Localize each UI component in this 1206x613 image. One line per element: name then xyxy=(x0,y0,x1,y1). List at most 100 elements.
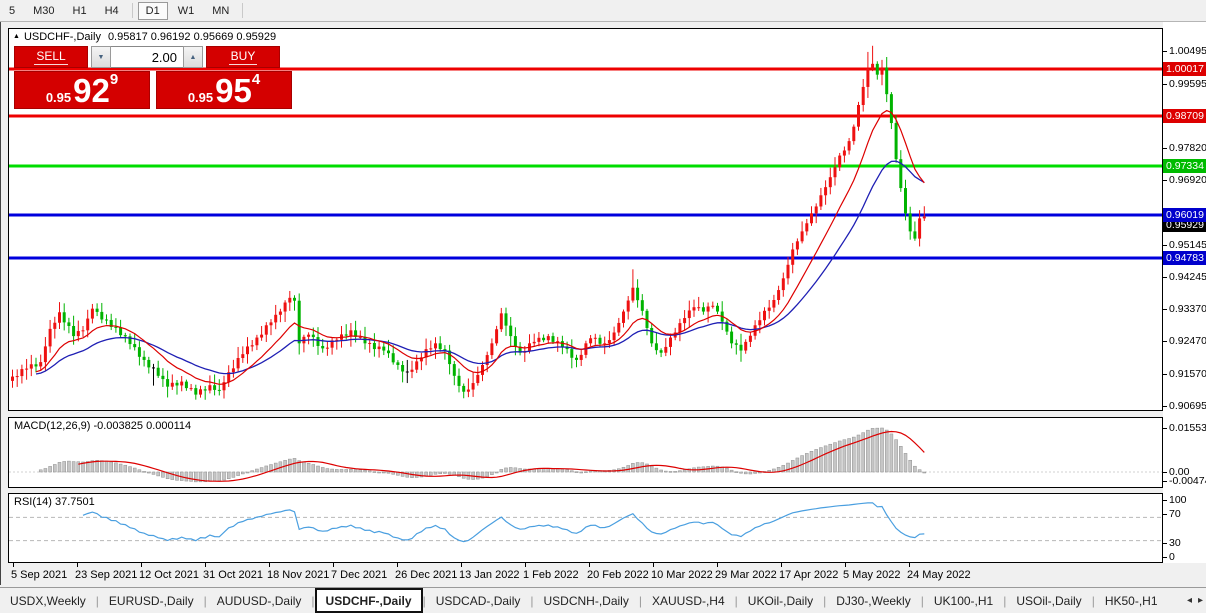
tab-separator: | xyxy=(311,593,315,608)
symbol-tab-hk50[interactable]: HK50-,H1 xyxy=(1104,593,1158,608)
date-tick-label: 23 Sep 2021 xyxy=(75,569,138,581)
rsi-tick-label: 70 xyxy=(1169,508,1181,520)
date-tick-label: 31 Oct 2021 xyxy=(203,569,263,581)
tab-separator: | xyxy=(530,593,534,608)
date-tick-label: 12 Oct 2021 xyxy=(139,569,199,581)
price-tick-label: 0.91570 xyxy=(1169,368,1206,380)
timeframe-button-d1[interactable]: D1 xyxy=(137,1,168,20)
timeframe-button-h1[interactable]: H1 xyxy=(72,4,87,17)
price-badge: 0.94783 xyxy=(1163,251,1206,265)
date-tick-label: 10 Mar 2022 xyxy=(651,569,713,581)
date-tick-label: 17 Apr 2022 xyxy=(779,569,839,581)
timeframe-toolbar: 5 M30 H1 H4 D1 W1 MN xyxy=(0,0,1206,22)
chart-ohlc-values: 0.95817 0.96192 0.95669 0.95929 xyxy=(107,31,277,43)
candlestick-chart[interactable] xyxy=(9,29,1162,410)
date-tick-mark xyxy=(653,563,654,567)
date-tick-mark xyxy=(909,563,910,567)
timeframe-button-w1[interactable]: W1 xyxy=(177,4,195,17)
price-badge: 1.00017 xyxy=(1163,62,1206,76)
axis-tick-mark xyxy=(1163,557,1167,558)
symbol-tab-usdcad[interactable]: USDCAD-,Daily xyxy=(435,593,521,608)
date-tick-mark xyxy=(845,563,846,567)
date-tick-label: 5 Sep 2021 xyxy=(11,569,68,581)
tab-separator: | xyxy=(1091,593,1095,608)
date-axis: 5 Sep 2021 23 Sep 2021 12 Oct 2021 31 Oct 2… xyxy=(8,563,1163,585)
chevron-down-icon: ▼ xyxy=(97,53,105,61)
rsi-chart xyxy=(9,502,1162,543)
tab-scroll-left-icon[interactable]: ◂ xyxy=(1186,595,1192,606)
date-tick-mark xyxy=(141,563,142,567)
date-tick-mark xyxy=(717,563,718,567)
axis-tick-mark xyxy=(1163,374,1167,375)
price-tick-label: 1.00495 xyxy=(1169,45,1206,57)
symbol-tab-ukoil[interactable]: UKOil-,Daily xyxy=(747,593,814,608)
chevron-up-icon: ▲ xyxy=(189,53,197,61)
axis-tick-mark xyxy=(1163,245,1167,246)
axis-tick-mark xyxy=(1163,428,1167,429)
price-tick-label: 0.95145 xyxy=(1169,239,1206,251)
timeframe-button-5[interactable]: 5 xyxy=(9,4,16,17)
tab-scroll-controls: ◂ ▸ xyxy=(1187,588,1203,613)
timeframe-button-h4[interactable]: H4 xyxy=(104,4,119,17)
date-tick-label: 24 May 2022 xyxy=(907,569,971,581)
tab-separator: | xyxy=(734,593,738,608)
sell-button[interactable]: SELL xyxy=(14,46,88,68)
date-tick-mark xyxy=(397,563,398,567)
chart-symbol-label: USDCHF-,Daily xyxy=(23,31,101,43)
symbol-tab-eurusd[interactable]: EURUSD-,Daily xyxy=(108,593,194,608)
date-tick-mark xyxy=(269,563,270,567)
macd-chart xyxy=(9,427,1162,483)
macd-tick-label: 0.015534 xyxy=(1169,422,1206,434)
date-tick-label: 26 Dec 2021 xyxy=(395,569,458,581)
sell-price-prefix: 0.95 xyxy=(45,90,72,105)
axis-tick-mark xyxy=(1163,84,1167,85)
price-axis[interactable]: 1.00495 0.99595 0.97820 0.96920 0.95145 0.942… xyxy=(1163,22,1206,563)
sell-price-big: 92 xyxy=(73,72,110,109)
timeframe-button-mn[interactable]: MN xyxy=(212,4,230,17)
symbol-tab-bar: USDX,Weekly | EURUSD-,Daily | AUDUSD-,Daily |… xyxy=(0,587,1206,613)
symbol-tab-uk100[interactable]: UK100-,H1 xyxy=(933,593,994,608)
price-level-lines[interactable] xyxy=(9,67,1162,260)
rsi-pane[interactable]: RSI(14) 37.7501 xyxy=(8,493,1163,563)
symbol-tab-usdcnh[interactable]: USDCNH-,Daily xyxy=(543,593,629,608)
sell-price-box[interactable]: 0.95 92 9 xyxy=(14,71,150,109)
tab-scroll-right-icon[interactable]: ▸ xyxy=(1197,595,1203,606)
date-tick-mark xyxy=(461,563,462,567)
axis-tick-mark xyxy=(1163,341,1167,342)
tab-separator: | xyxy=(823,593,827,608)
axis-tick-mark xyxy=(1163,406,1167,407)
axis-tick-mark xyxy=(1163,277,1167,278)
axis-tick-mark xyxy=(1163,500,1167,501)
tab-separator: | xyxy=(203,593,207,608)
date-tick-label: 18 Nov 2021 xyxy=(267,569,330,581)
symbol-tab-usdx[interactable]: USDX,Weekly xyxy=(10,593,86,608)
volume-decrease-button[interactable]: ▼ xyxy=(91,46,111,68)
rsi-tick-label: 0 xyxy=(1169,551,1175,563)
slow-ma-line xyxy=(35,160,925,375)
symbol-tab-dj30[interactable]: DJ30-,Weekly xyxy=(836,593,911,608)
date-tick-mark xyxy=(781,563,782,567)
price-tick-label: 0.97820 xyxy=(1169,142,1206,154)
macd-pane[interactable]: MACD(12,26,9) -0.003825 0.000114 xyxy=(8,417,1163,488)
collapse-triangle-icon[interactable]: ▲ xyxy=(13,33,20,40)
buy-price-prefix: 0.95 xyxy=(187,90,214,105)
buy-button[interactable]: BUY xyxy=(206,46,280,68)
date-tick-label: 1 Feb 2022 xyxy=(523,569,579,581)
date-tick-mark xyxy=(13,563,14,567)
timeframe-button-m30[interactable]: M30 xyxy=(33,4,55,17)
buy-price-box[interactable]: 0.95 95 4 xyxy=(156,71,292,109)
rsi-line xyxy=(82,502,925,543)
volume-input[interactable] xyxy=(111,46,183,68)
tab-separator: | xyxy=(95,593,99,608)
buy-price-big: 95 xyxy=(215,72,252,109)
volume-increase-button[interactable]: ▲ xyxy=(183,46,203,68)
symbol-tab-usoil[interactable]: USOil-,Daily xyxy=(1016,593,1082,608)
symbol-tab-xauusd[interactable]: XAUUSD-,H4 xyxy=(651,593,725,608)
tab-separator: | xyxy=(1003,593,1007,608)
buy-price-sup: 4 xyxy=(251,71,261,88)
symbol-tab-audusd[interactable]: AUDUSD-,Daily xyxy=(216,593,302,608)
symbol-tab-usdchf[interactable]: USDCHF-,Daily xyxy=(314,588,423,613)
price-tick-label: 0.96920 xyxy=(1169,174,1206,186)
toolbar-separator xyxy=(242,3,244,18)
